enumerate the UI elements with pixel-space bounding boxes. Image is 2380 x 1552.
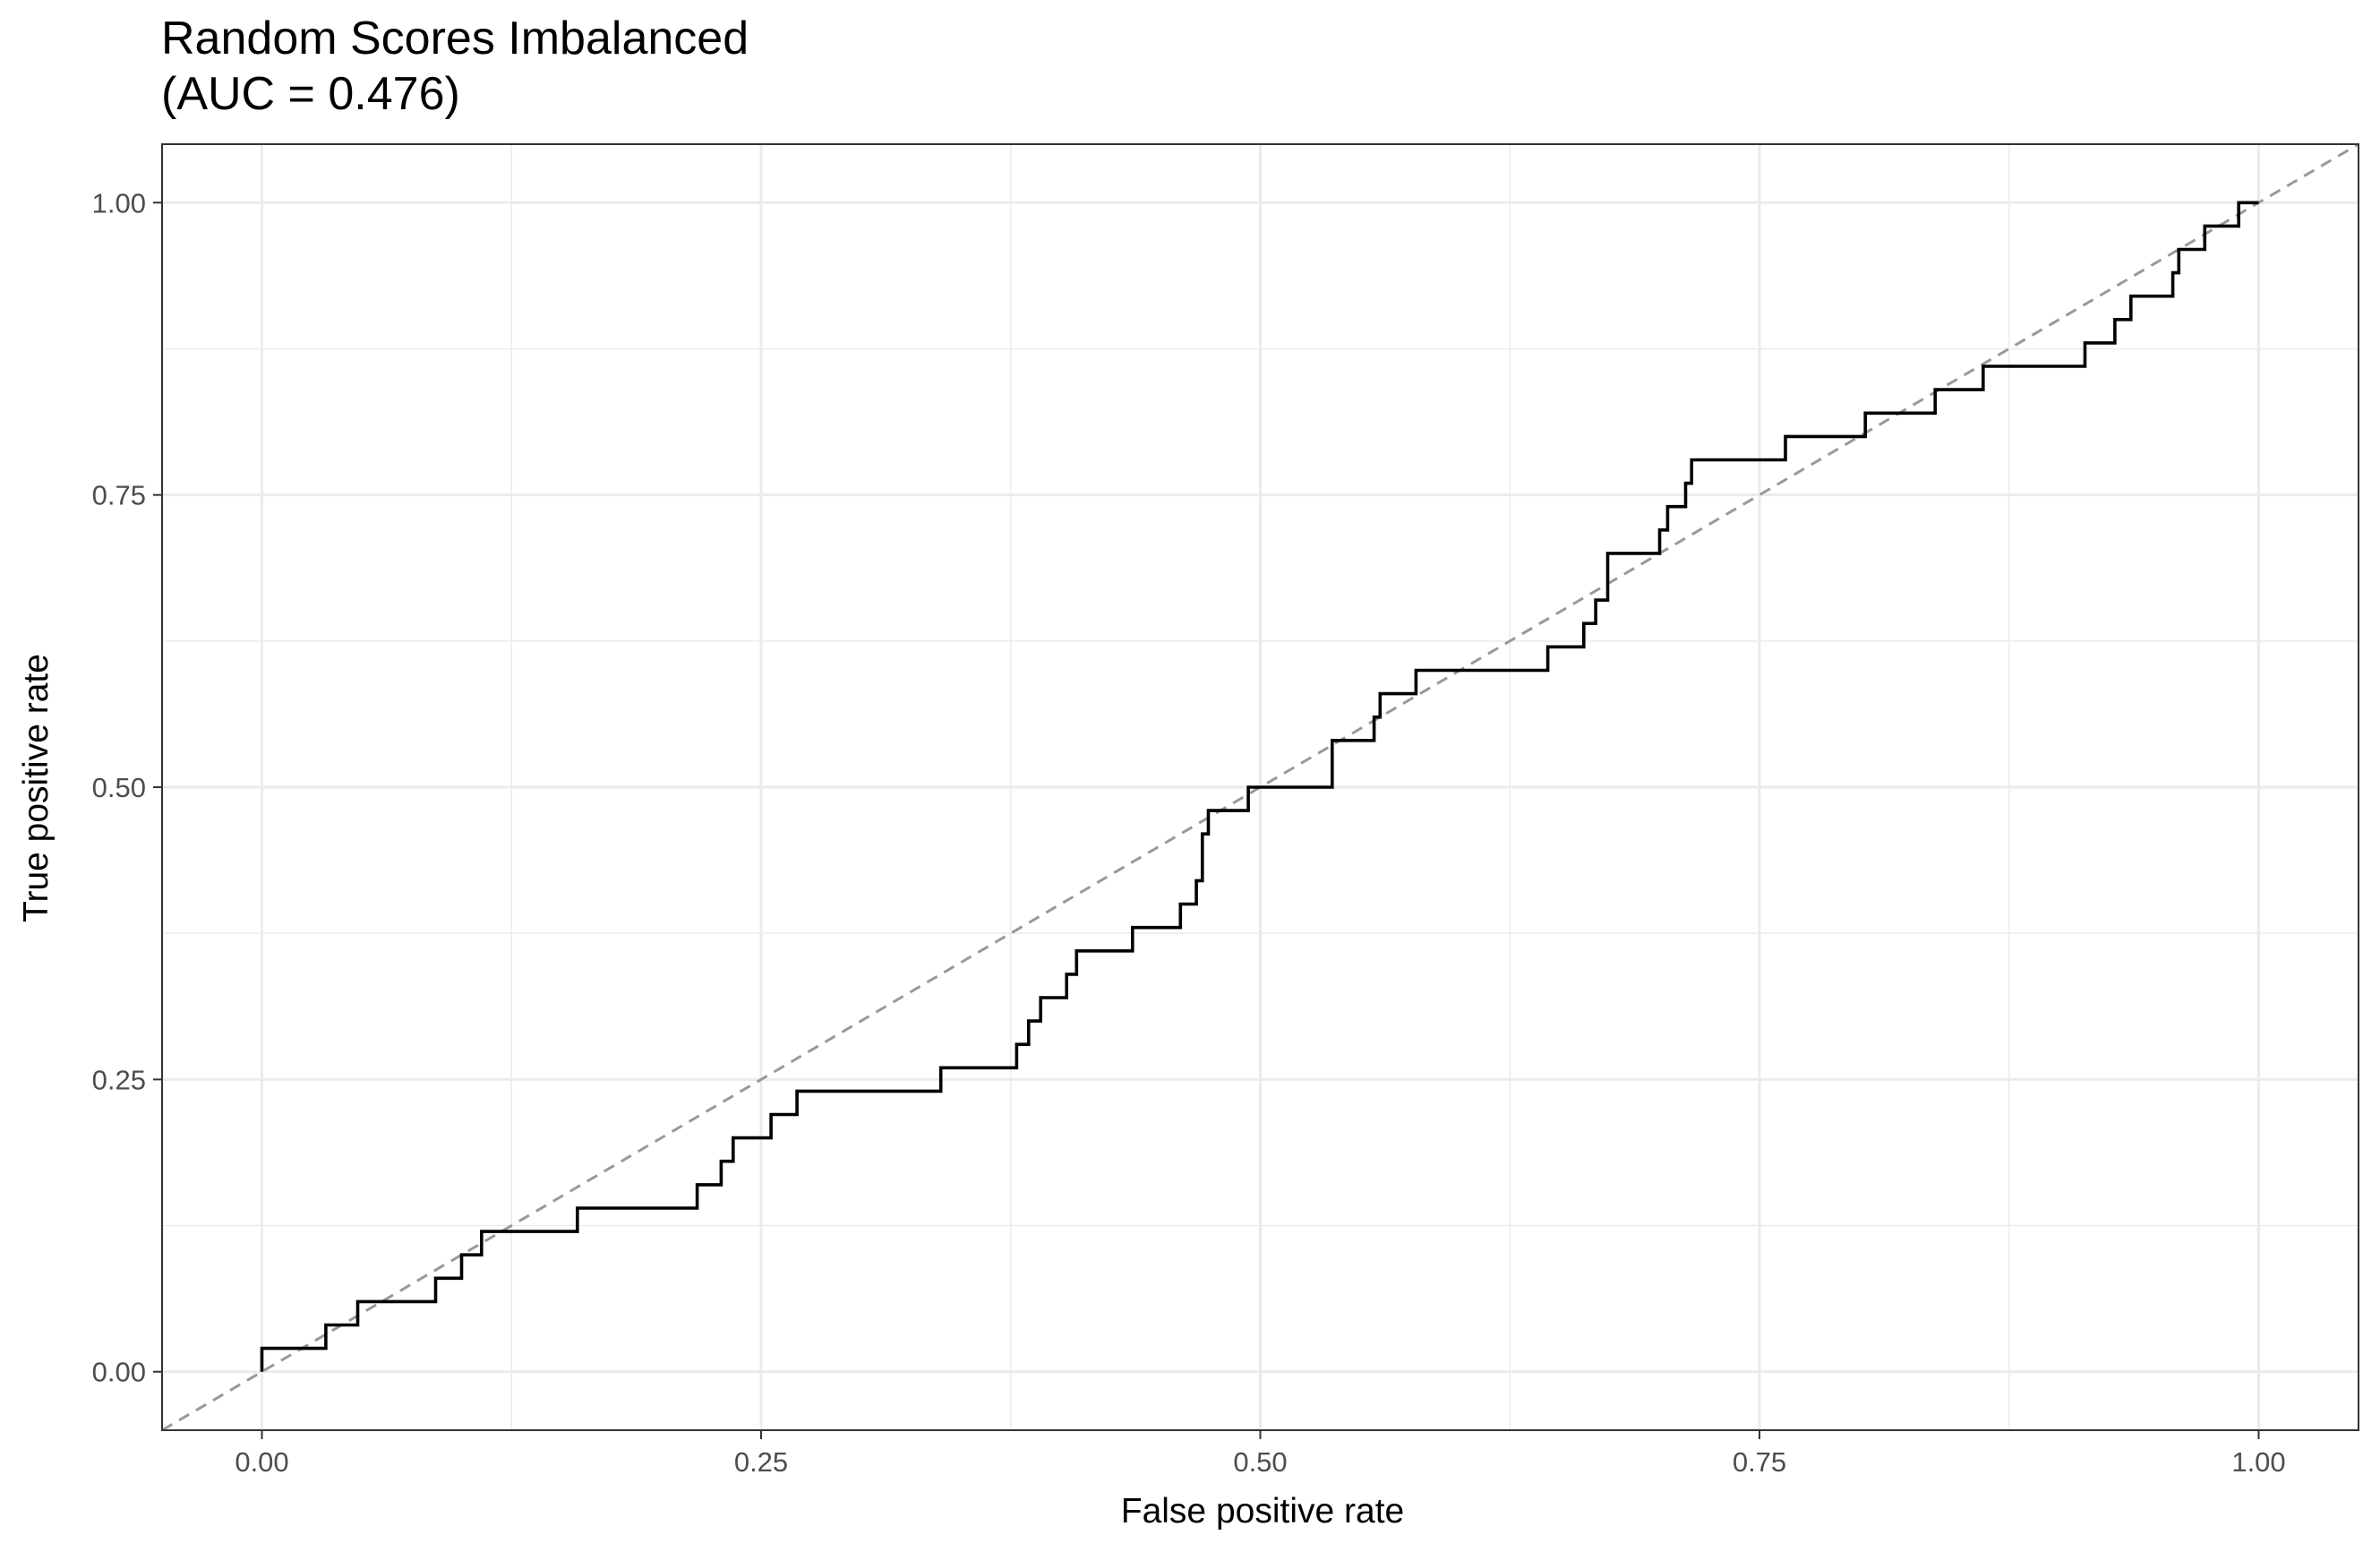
y-tick-label: 0.75 xyxy=(92,480,146,511)
x-tick-label: 0.00 xyxy=(235,1446,288,1478)
diagonal-reference-line xyxy=(161,142,2359,1432)
plot-panel xyxy=(161,142,2359,1432)
x-tick-label: 1.00 xyxy=(2231,1446,2285,1478)
y-axis-ticks: 0.00 0.25 0.50 0.75 1.00 xyxy=(92,187,162,1388)
x-tick-label: 0.75 xyxy=(1733,1446,1786,1478)
x-tick-label: 0.25 xyxy=(734,1446,788,1478)
x-axis-title: False positive rate xyxy=(1121,1492,1404,1531)
roc-curve-line xyxy=(260,201,2259,1372)
y-tick-label: 0.50 xyxy=(92,772,146,803)
y-tick-label: 1.00 xyxy=(92,187,146,219)
x-axis-ticks: 0.00 0.25 0.50 0.75 1.00 xyxy=(235,1430,2286,1478)
chart-title: Random Scores Imbalanced xyxy=(161,13,749,64)
x-tick-label: 0.50 xyxy=(1233,1446,1287,1478)
y-tick-label: 0.25 xyxy=(92,1064,146,1095)
y-tick-label: 0.00 xyxy=(92,1357,146,1388)
y-axis-title: True positive rate xyxy=(17,654,56,922)
chart-subtitle: (AUC = 0.476) xyxy=(161,68,460,120)
